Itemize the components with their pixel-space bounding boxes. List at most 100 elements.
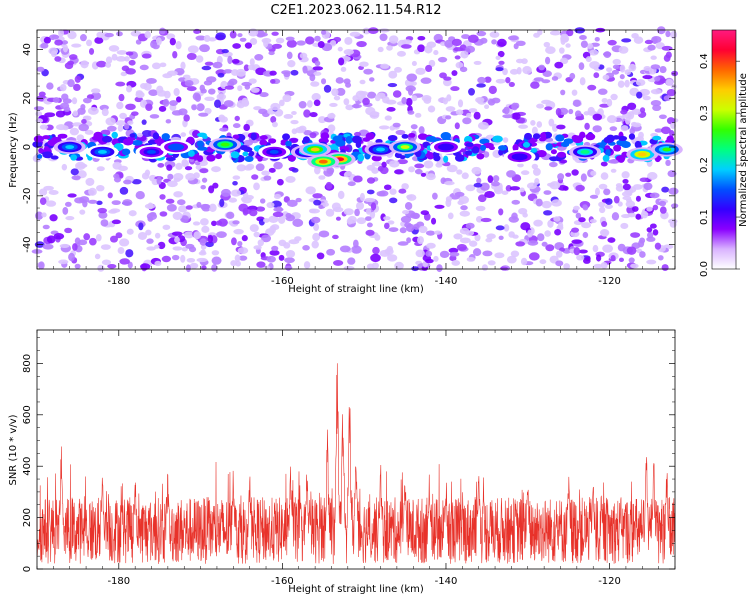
heatmap-cell bbox=[327, 112, 336, 119]
heatmap-cell bbox=[347, 215, 357, 224]
heatmap-cell bbox=[353, 175, 363, 183]
colorbar-tick-label: 0.1 bbox=[699, 209, 710, 225]
heatmap-cell bbox=[211, 256, 222, 265]
heatmap-cell bbox=[263, 39, 269, 48]
heatmap-cell bbox=[374, 94, 381, 102]
heatmap-cell bbox=[146, 238, 154, 244]
heatmap-cell bbox=[69, 127, 80, 136]
heatmap-cell bbox=[250, 87, 260, 93]
heatmap-cell bbox=[584, 122, 590, 130]
heatmap-cell bbox=[420, 77, 432, 84]
heatmap-cell bbox=[638, 239, 645, 248]
heatmap-cell bbox=[231, 237, 237, 246]
heatmap-cell bbox=[239, 144, 249, 151]
heatmap-cell bbox=[462, 117, 472, 125]
heatmap-cell bbox=[184, 166, 193, 171]
heatmap-cell bbox=[218, 116, 228, 123]
heatmap-cell bbox=[291, 110, 297, 115]
y-tick-label: 0 bbox=[22, 566, 33, 572]
heatmap-cell bbox=[527, 229, 533, 238]
heatmap-cell bbox=[257, 239, 264, 247]
heatmap-cell bbox=[232, 180, 238, 186]
heatmap-cell bbox=[581, 222, 592, 229]
heatmap-cell bbox=[505, 185, 512, 192]
heatmap-cell bbox=[665, 30, 671, 38]
heatmap-cell bbox=[624, 69, 631, 76]
heatmap-cell bbox=[40, 42, 49, 49]
heatmap-cell bbox=[497, 38, 507, 47]
heatmap-cell bbox=[517, 163, 524, 168]
heatmap-cell bbox=[497, 50, 505, 58]
heatmap-cell bbox=[88, 187, 97, 196]
heatmap-cell bbox=[537, 29, 543, 36]
heatmap-cell bbox=[358, 65, 364, 71]
heatmap-cell bbox=[219, 198, 225, 208]
heatmap-cell bbox=[425, 250, 433, 257]
heatmap-cell bbox=[565, 172, 572, 177]
heatmap-cell bbox=[425, 173, 436, 181]
heatmap-cell bbox=[530, 81, 540, 89]
heatmap-cell bbox=[392, 122, 401, 128]
heatmap-cell bbox=[491, 39, 497, 45]
heatmap-cell bbox=[175, 41, 182, 50]
heatmap-cell bbox=[573, 205, 580, 211]
heatmap-cell bbox=[484, 76, 492, 83]
heatmap-cell bbox=[249, 58, 255, 66]
heatmap-cell bbox=[592, 113, 603, 121]
heatmap-cell bbox=[555, 260, 564, 267]
heatmap-cell bbox=[351, 104, 362, 109]
heatmap-cell bbox=[140, 263, 151, 270]
heatmap-cell bbox=[61, 93, 69, 101]
heatmap-cell bbox=[621, 38, 632, 43]
heatmap-cell bbox=[186, 136, 195, 145]
heatmap-cell bbox=[200, 244, 207, 250]
heatmap-cell bbox=[410, 124, 418, 130]
heatmap-cell bbox=[554, 61, 564, 69]
heatmap-cell bbox=[443, 76, 452, 81]
heatmap-cell bbox=[146, 78, 157, 84]
heatmap-cell bbox=[536, 233, 545, 242]
heatmap-cell bbox=[180, 132, 187, 137]
heatmap-cell bbox=[203, 80, 213, 86]
heatmap-cell bbox=[404, 202, 413, 210]
heatmap-cell bbox=[35, 118, 44, 123]
heatmap-cell bbox=[96, 166, 105, 172]
heatmap-cell bbox=[617, 243, 626, 252]
heatmap-cell bbox=[311, 93, 321, 101]
heatmap-cell bbox=[415, 67, 426, 75]
heatmap-cell bbox=[331, 202, 341, 211]
heatmap-cell bbox=[44, 112, 56, 118]
heatmap-cell bbox=[572, 135, 584, 144]
heatmap-cell bbox=[197, 132, 207, 138]
heatmap-cell bbox=[127, 261, 133, 269]
heatmap-cell bbox=[111, 131, 118, 139]
heatmap-cell bbox=[359, 61, 369, 67]
heatmap-cell bbox=[401, 39, 412, 45]
heatmap-cell bbox=[290, 69, 299, 76]
heatmap-cell bbox=[249, 38, 258, 45]
heatmap-cell bbox=[670, 122, 676, 129]
heatmap-cell bbox=[578, 217, 586, 223]
heatmap-cell bbox=[139, 64, 149, 71]
heatmap-cell bbox=[291, 167, 299, 173]
heatmap-cell bbox=[366, 263, 375, 270]
heatmap-cell bbox=[611, 212, 620, 221]
heatmap-cell bbox=[166, 164, 173, 171]
heatmap-cell bbox=[244, 42, 253, 49]
heatmap-cell bbox=[113, 176, 122, 183]
heatmap-cell bbox=[118, 238, 130, 247]
heatmap-cell bbox=[631, 108, 642, 115]
heatmap-cell bbox=[620, 139, 628, 147]
heatmap-cell bbox=[627, 111, 635, 120]
heatmap-cell bbox=[646, 259, 657, 265]
heatmap-cell bbox=[454, 154, 465, 162]
heatmap-cell bbox=[502, 67, 508, 76]
heatmap-cell bbox=[560, 37, 566, 45]
heatmap-cell bbox=[192, 221, 201, 226]
snr-series bbox=[36, 363, 676, 564]
heatmap-cell bbox=[154, 244, 160, 249]
heatmap-cell bbox=[74, 263, 81, 269]
heatmap-cell bbox=[120, 71, 128, 77]
heatmap-cell bbox=[402, 210, 410, 215]
heatmap-cell bbox=[363, 68, 374, 75]
